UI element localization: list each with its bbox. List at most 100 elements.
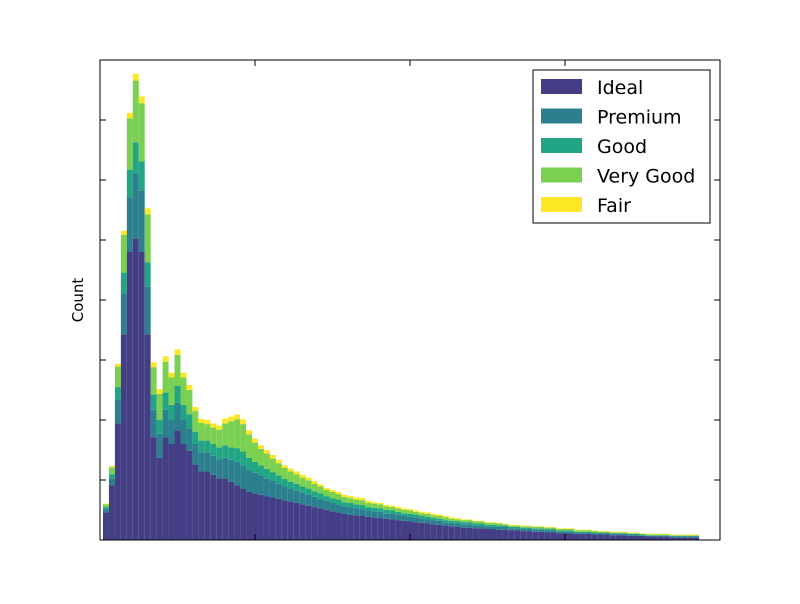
bar-fair-30 [275,459,282,464]
bar-fair-31 [281,465,288,468]
bar-ideal-68 [502,529,509,540]
bar-good-78 [562,530,568,532]
bar-good-50 [395,511,402,515]
bar-ideal-93 [651,536,658,540]
bar-fair-21 [222,418,229,424]
bar-ideal-42 [347,514,354,540]
bar-ideal-84 [597,534,604,540]
bar-very-good-91 [639,533,646,535]
bar-fair-5 [126,112,133,119]
bar-very-good-38 [323,489,330,497]
bar-premium-24 [240,465,247,489]
bar-premium-97 [675,536,682,538]
bar-premium-54 [418,518,425,523]
legend-swatch-very-good [541,167,582,183]
bar-fair-48 [383,505,390,507]
bar-ideal-35 [305,505,312,540]
bar-good-74 [538,528,545,530]
bar-fair-64 [478,520,485,522]
bar-good-63 [472,523,479,526]
bar-very-good-62 [466,520,473,523]
bar-premium-6 [132,173,139,239]
bar-premium-88 [621,533,628,536]
bar-very-good-59 [448,518,455,521]
bar-fair-2 [108,465,115,468]
bar-very-good-66 [490,522,497,525]
bar-very-good-12 [168,377,175,405]
bar-fair-74 [538,526,545,527]
bar-good-23 [234,448,241,462]
bar-ideal-57 [436,524,443,540]
bar-fair-88 [621,531,628,533]
bar-very-good-17 [198,422,205,441]
bar-good-17 [198,440,205,453]
bar-very-good-26 [252,442,258,462]
bar-premium-56 [430,520,437,525]
bar-good-52 [407,513,413,517]
bar-very-good-53 [412,511,419,515]
bar-premium-74 [538,529,545,532]
bar-premium-34 [299,492,306,505]
bar-premium-2 [108,478,115,486]
bar-ideal-54 [418,522,425,540]
bar-premium-37 [317,498,324,509]
bar-fair-86 [609,531,616,533]
bar-ideal-25 [246,492,253,540]
bar-premium-30 [275,483,282,499]
bar-fair-72 [526,525,533,527]
bar-premium-58 [442,522,449,526]
bar-fair-75 [544,526,551,528]
bar-ideal-14 [180,444,187,540]
bar-good-15 [186,414,193,429]
bar-ideal-90 [633,535,640,540]
bar-premium-47 [377,511,384,519]
bar-very-good-77 [556,529,563,531]
bar-good-24 [240,451,247,466]
bar-very-good-63 [472,521,479,524]
bar-premium-72 [526,529,533,532]
bar-fair-66 [490,522,497,523]
bar-good-94 [657,535,664,536]
bar-very-good-73 [532,526,539,529]
bar-very-good-11 [162,361,169,393]
bar-fair-61 [460,519,467,521]
bar-fair-46 [371,502,378,504]
bar-fair-6 [132,73,139,81]
bar-good-51 [401,513,408,516]
bar-good-69 [508,526,515,529]
bar-premium-84 [597,533,604,535]
bar-very-good-2 [108,467,115,475]
bar-ideal-2 [108,485,115,540]
bar-fair-60 [454,518,461,520]
bar-good-72 [526,527,533,530]
bar-fair-100 [693,534,700,536]
bar-ideal-43 [353,515,360,540]
bar-good-20 [216,447,223,460]
bar-very-good-16 [192,411,199,432]
bar-premium-63 [472,525,479,529]
bar-ideal-1 [102,512,109,540]
bar-ideal-91 [639,535,646,540]
bar-good-49 [389,510,396,514]
bar-very-good-28 [263,453,270,469]
bar-ideal-79 [567,533,574,540]
bar-premium-27 [257,475,264,495]
bar-fair-36 [311,481,318,484]
bar-premium-99 [687,536,694,538]
bar-fair-93 [651,533,658,535]
bar-premium-1 [102,509,109,513]
bar-fair-12 [168,372,175,378]
bar-premium-42 [347,507,354,515]
bar-premium-12 [168,420,175,444]
bar-ideal-94 [657,536,664,540]
bar-ideal-51 [401,520,408,540]
bar-very-good-56 [430,515,437,519]
bar-ideal-75 [544,532,551,540]
bar-fair-54 [418,511,425,514]
bar-very-good-96 [669,535,676,536]
bar-premium-16 [192,444,199,465]
bar-very-good-75 [544,527,551,530]
bar-ideal-55 [424,523,431,540]
bar-good-5 [126,169,133,198]
bar-good-73 [532,528,539,530]
